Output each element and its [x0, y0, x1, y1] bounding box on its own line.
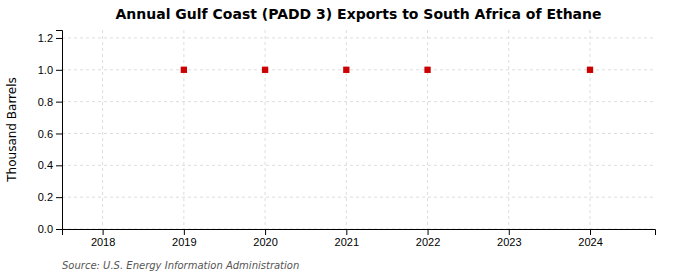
- data-points: [181, 67, 593, 73]
- x-axis-tick: 2024: [578, 229, 602, 248]
- y-axis: 0.0 0.2 0.4 0.6 0.8 1.0 1.2: [38, 31, 63, 236]
- grid-line-x: [346, 30, 347, 229]
- x-axis-tick: 2020: [253, 229, 277, 248]
- chart: 2018 2019 2020 2021 2022 2023 2024 0.0 0.2 0.4 0.6…: [0, 0, 675, 275]
- x-axis-tick: 2023: [497, 229, 521, 248]
- x-axis-tick: 2021: [335, 229, 359, 248]
- y-axis-tick: 1.0: [38, 64, 62, 76]
- source-note: Source: U.S. Energy Information Administ…: [62, 260, 299, 271]
- y-axis-line: [56, 31, 63, 230]
- point: [424, 67, 430, 73]
- y-axis-tick-mark: [56, 197, 62, 198]
- grid-line-y: [62, 37, 655, 38]
- x-axis-tick-label: 2022: [416, 236, 440, 248]
- y-axis-tick-mark: [56, 165, 62, 166]
- grid-line-x: [265, 30, 266, 229]
- grid-line-y: [62, 165, 655, 166]
- grid-line-y: [62, 133, 655, 134]
- grid-line-x: [183, 30, 184, 229]
- title: Annual Gulf Coast (PADD 3) Exports to So…: [115, 6, 601, 22]
- y-axis-tick: 0.0: [38, 223, 62, 235]
- y-axis-title: Thousand Barrels: [5, 77, 19, 182]
- x-axis-tick-label: 2018: [91, 236, 115, 248]
- grid-line-y: [62, 101, 655, 102]
- grid-line-x: [102, 30, 103, 229]
- y-axis-tick-label: 1.2: [38, 32, 53, 44]
- y-axis-tick-label: 0.0: [38, 223, 53, 235]
- y-axis-tick: 0.6: [38, 128, 62, 140]
- x-axis-tick-label: 2019: [172, 236, 196, 248]
- x-axis: 2018 2019 2020 2021 2022 2023 2024: [63, 229, 656, 248]
- x-axis-tick-label: 2021: [335, 236, 359, 248]
- y-axis-tick: 0.4: [38, 159, 62, 171]
- x-axis-tick-label: 2020: [253, 236, 277, 248]
- y-axis-tick-label: 0.6: [38, 128, 53, 140]
- grid: [62, 30, 655, 229]
- y-axis-tick-mark: [56, 102, 62, 103]
- y-axis-tick-mark: [56, 229, 62, 230]
- y-axis-tick-mark: [56, 38, 62, 39]
- x-axis-tick-label: 2024: [578, 236, 602, 248]
- x-axis-tick-mark: [428, 229, 429, 235]
- grid-line-x: [508, 30, 509, 229]
- y-axis-tick-mark: [56, 70, 62, 71]
- point: [262, 67, 268, 73]
- point: [587, 67, 593, 73]
- x-axis-tick-label: 2023: [497, 236, 521, 248]
- x-axis-tick-mark: [509, 229, 510, 235]
- y-axis-tick-label: 0.2: [38, 191, 53, 203]
- x-axis-tick-mark: [103, 229, 104, 235]
- grid-line-x: [590, 30, 591, 229]
- x-axis-tick: 2019: [172, 229, 196, 248]
- grid-line-x: [427, 30, 428, 229]
- y-axis-tick: 0.2: [38, 191, 62, 203]
- plot-area: 2018 2019 2020 2021 2022 2023 2024 0.0 0.2 0.4 0.6…: [38, 30, 656, 248]
- y-axis-tick: 0.8: [38, 96, 62, 108]
- x-axis-tick-mark: [346, 229, 347, 235]
- point: [343, 67, 349, 73]
- y-axis-tick-label: 1.0: [38, 64, 53, 76]
- grid-line-y: [62, 69, 655, 70]
- grid-line-y: [62, 197, 655, 198]
- x-axis-tick: 2022: [416, 229, 440, 248]
- point: [181, 67, 187, 73]
- x-axis-tick-mark: [184, 229, 185, 235]
- y-axis-tick-label: 0.8: [38, 96, 53, 108]
- x-axis-tick: 2018: [91, 229, 115, 248]
- x-axis-line: [63, 230, 656, 236]
- x-axis-tick-mark: [590, 229, 591, 235]
- y-axis-tick: 1.2: [38, 32, 62, 44]
- y-axis-tick-label: 0.4: [38, 159, 53, 171]
- x-axis-tick-mark: [265, 229, 266, 235]
- y-axis-tick-mark: [56, 133, 62, 134]
